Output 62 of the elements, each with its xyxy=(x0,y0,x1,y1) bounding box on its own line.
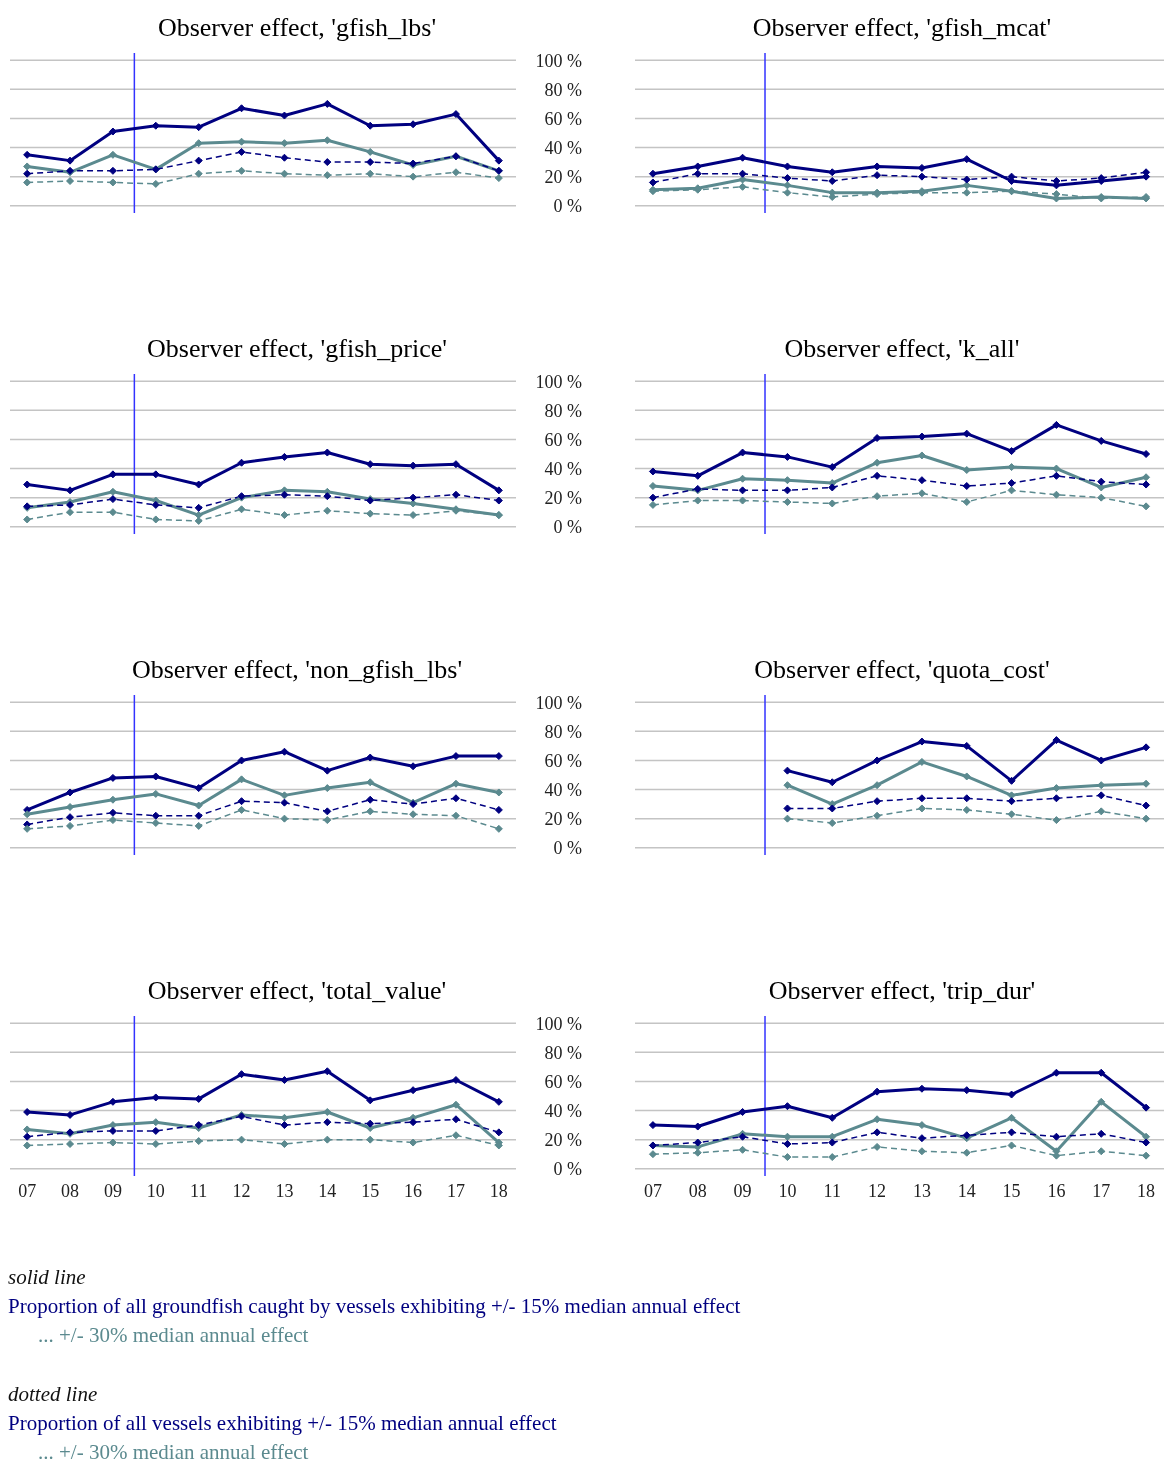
y-tick-label: 80 % xyxy=(544,79,582,100)
text: ... +/- 30% median annual effect xyxy=(37,1439,310,1466)
x-tick-label: 07 xyxy=(643,1180,662,1201)
y-tick-label: 0 % xyxy=(553,1159,582,1180)
x-tick-label: 17 xyxy=(1092,1180,1111,1201)
y-tick-label: 20 % xyxy=(544,488,582,509)
x-tick-label: 11 xyxy=(190,1180,208,1201)
x-tick-label: 13 xyxy=(912,1180,931,1201)
y-tick-label: 0 % xyxy=(553,517,582,538)
y-tick-label: 100 % xyxy=(535,371,582,392)
chart-title: Observer effect, 'trip_dur' xyxy=(767,975,1037,1007)
x-tick-label: 09 xyxy=(733,1180,752,1201)
x-tick-label: 18 xyxy=(489,1180,508,1201)
y-tick-label: 0 % xyxy=(553,196,582,217)
x-tick-label: 12 xyxy=(232,1180,251,1201)
y-tick-label: 20 % xyxy=(544,167,582,188)
x-tick-label: 13 xyxy=(275,1180,294,1201)
x-tick-label: 14 xyxy=(957,1180,976,1201)
y-tick-label: 100 % xyxy=(535,692,582,713)
x-tick-label: 18 xyxy=(1137,1180,1156,1201)
y-tick-label: 40 % xyxy=(544,137,582,158)
y-tick-label: 40 % xyxy=(544,779,582,800)
chart-title: Observer effect, 'gfish_lbs' xyxy=(156,12,438,44)
y-tick-label: 40 % xyxy=(544,1100,582,1121)
y-tick-label: 60 % xyxy=(544,108,582,129)
y-tick-label: 40 % xyxy=(544,458,582,479)
y-tick-label: 60 % xyxy=(544,750,582,771)
x-tick-label: 07 xyxy=(18,1180,37,1201)
y-tick-label: 80 % xyxy=(544,721,582,742)
y-tick-label: 0 % xyxy=(553,838,582,859)
x-tick-label: 10 xyxy=(146,1180,165,1201)
x-tick-label: 14 xyxy=(318,1180,337,1201)
x-tick-label: 12 xyxy=(868,1180,887,1201)
y-tick-label: 80 % xyxy=(544,400,582,421)
x-tick-label: 10 xyxy=(778,1180,797,1201)
text: dotted line xyxy=(8,1381,99,1408)
x-tick-label: 15 xyxy=(1002,1180,1021,1201)
y-tick-label: 100 % xyxy=(535,1013,582,1034)
x-tick-label: 09 xyxy=(103,1180,122,1201)
x-tick-label: 11 xyxy=(823,1180,841,1201)
text: Proportion of all groundfish caught by vessels exhibiting +/- 15% median annual effect xyxy=(8,1293,742,1320)
y-tick-label: 60 % xyxy=(544,429,582,450)
x-tick-label: 16 xyxy=(404,1180,423,1201)
y-tick-label: 60 % xyxy=(544,1071,582,1092)
text: Proportion of all vessels exhibiting +/- 15% median annual effect xyxy=(8,1410,558,1437)
y-tick-label: 20 % xyxy=(544,1130,582,1151)
chart-title: Observer effect, 'total_value' xyxy=(146,975,448,1007)
x-tick-label: 17 xyxy=(446,1180,465,1201)
chart-title: Observer effect, 'k_all' xyxy=(783,333,1021,365)
y-tick-label: 20 % xyxy=(544,809,582,830)
text: solid line xyxy=(8,1264,87,1291)
chart-title: Observer effect, 'gfish_price' xyxy=(146,333,448,365)
x-tick-label: 08 xyxy=(61,1180,80,1201)
chart-title: Observer effect, 'quota_cost' xyxy=(753,654,1051,686)
x-tick-label: 16 xyxy=(1047,1180,1066,1201)
x-tick-label: 08 xyxy=(688,1180,707,1201)
y-tick-label: 80 % xyxy=(544,1042,582,1063)
text: ... +/- 30% median annual effect xyxy=(37,1322,310,1349)
x-tick-label: 15 xyxy=(361,1180,380,1201)
chart-title: Observer effect, 'gfish_mcat' xyxy=(751,12,1053,44)
chart-title: Observer effect, 'non_gfish_lbs' xyxy=(130,654,464,686)
y-tick-label: 100 % xyxy=(535,50,582,71)
